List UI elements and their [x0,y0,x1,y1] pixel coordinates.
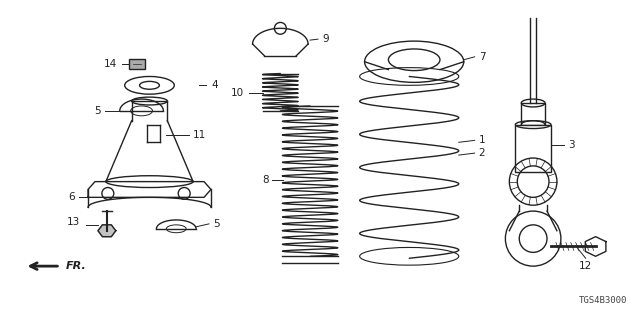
Text: 4: 4 [211,80,218,90]
Text: 5: 5 [94,106,101,116]
Text: 2: 2 [479,148,485,158]
Text: 9: 9 [322,34,328,44]
Text: 7: 7 [479,52,485,62]
Text: 1: 1 [479,135,485,145]
Bar [129,59,145,68]
Text: 5: 5 [213,219,220,229]
Text: 11: 11 [193,131,206,140]
Text: 6: 6 [68,192,75,202]
Text: TGS4B3000: TGS4B3000 [579,296,627,305]
Polygon shape [98,225,116,237]
Text: FR.: FR. [66,261,87,271]
Bar [515,124,551,172]
Text: 13: 13 [67,217,80,227]
Text: 10: 10 [230,88,244,98]
Text: 8: 8 [262,175,268,185]
Text: 12: 12 [579,261,592,271]
Bar [521,103,545,124]
Text: 14: 14 [104,59,116,69]
Text: 3: 3 [568,140,575,150]
